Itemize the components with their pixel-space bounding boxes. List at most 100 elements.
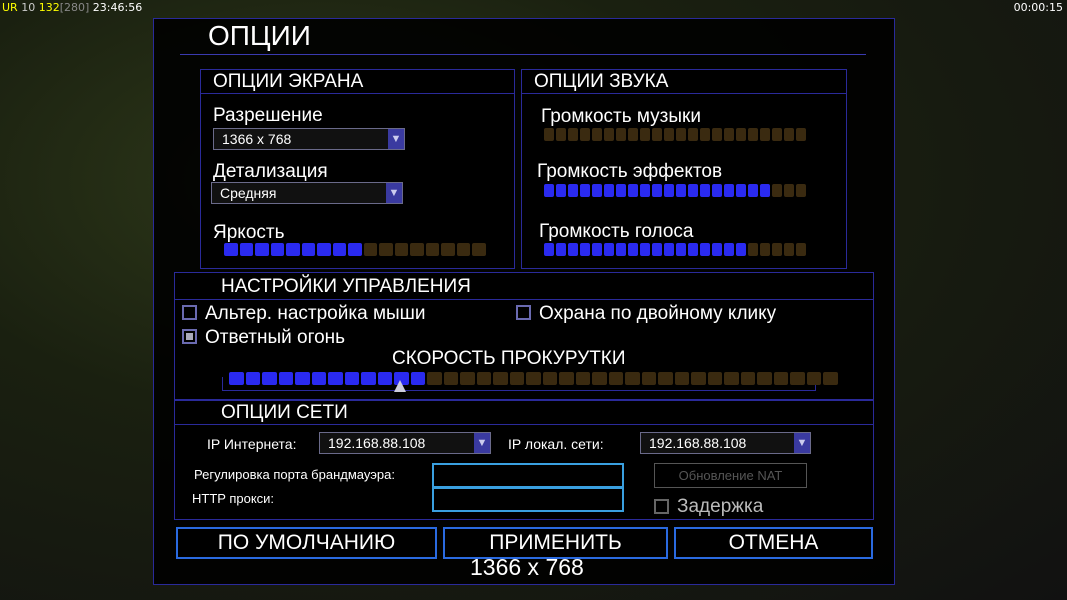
- slider-segment-empty[interactable]: [476, 372, 491, 385]
- slider-segment-filled[interactable]: [361, 372, 376, 385]
- slider-segment-empty[interactable]: [556, 128, 566, 141]
- slider-segment-filled[interactable]: [286, 243, 300, 256]
- slider-segment-filled[interactable]: [628, 184, 638, 197]
- slider-segment-empty[interactable]: [724, 372, 739, 385]
- slider-segment-empty[interactable]: [757, 372, 772, 385]
- slider-segment-filled[interactable]: [568, 184, 578, 197]
- slider-segment-filled[interactable]: [700, 184, 710, 197]
- slider-segment-empty[interactable]: [772, 243, 782, 256]
- slider-segment-empty[interactable]: [616, 128, 626, 141]
- slider-segment-filled[interactable]: [712, 184, 722, 197]
- slider-segment-filled[interactable]: [592, 243, 602, 256]
- alt-mouse-checkbox[interactable]: [182, 305, 197, 320]
- slider-segment-empty[interactable]: [772, 128, 782, 141]
- slider-segment-empty[interactable]: [641, 372, 656, 385]
- slider-segment-empty[interactable]: [760, 243, 770, 256]
- slider-segment-filled[interactable]: [245, 372, 260, 385]
- slider-segment-filled[interactable]: [616, 184, 626, 197]
- slider-segment-filled[interactable]: [344, 372, 359, 385]
- music-volume-slider[interactable]: [544, 128, 806, 141]
- slider-segment-empty[interactable]: [425, 243, 439, 256]
- slider-segment-filled[interactable]: [556, 184, 566, 197]
- slider-segment-filled[interactable]: [568, 243, 578, 256]
- slider-segment-empty[interactable]: [772, 184, 782, 197]
- slider-segment-filled[interactable]: [712, 243, 722, 256]
- slider-segment-empty[interactable]: [640, 128, 650, 141]
- detail-select[interactable]: Средняя ▼: [211, 182, 403, 204]
- slider-segment-empty[interactable]: [592, 372, 607, 385]
- slider-segment-filled[interactable]: [328, 372, 343, 385]
- slider-segment-empty[interactable]: [493, 372, 508, 385]
- slider-segment-filled[interactable]: [676, 243, 686, 256]
- slider-segment-filled[interactable]: [664, 184, 674, 197]
- slider-segment-empty[interactable]: [652, 128, 662, 141]
- chevron-down-icon[interactable]: ▼: [794, 433, 810, 453]
- scroll-speed-slider[interactable]: [229, 372, 838, 385]
- slider-segment-filled[interactable]: [544, 184, 554, 197]
- slider-segment-empty[interactable]: [790, 372, 805, 385]
- slider-segment-filled[interactable]: [676, 184, 686, 197]
- slider-segment-empty[interactable]: [604, 128, 614, 141]
- slider-segment-empty[interactable]: [784, 243, 794, 256]
- slider-handle-icon[interactable]: [394, 380, 406, 392]
- slider-segment-empty[interactable]: [379, 243, 393, 256]
- slider-segment-empty[interactable]: [823, 372, 838, 385]
- slider-segment-empty[interactable]: [443, 372, 458, 385]
- slider-segment-empty[interactable]: [526, 372, 541, 385]
- slider-segment-empty[interactable]: [796, 184, 806, 197]
- slider-segment-filled[interactable]: [664, 243, 674, 256]
- slider-segment-filled[interactable]: [640, 184, 650, 197]
- internet-ip-select[interactable]: 192.168.88.108 ▼: [319, 432, 491, 454]
- slider-segment-filled[interactable]: [688, 243, 698, 256]
- slider-segment-empty[interactable]: [580, 128, 590, 141]
- slider-segment-filled[interactable]: [311, 372, 326, 385]
- chevron-down-icon[interactable]: ▼: [386, 183, 402, 203]
- slider-segment-filled[interactable]: [580, 243, 590, 256]
- slider-segment-filled[interactable]: [301, 243, 315, 256]
- slider-segment-filled[interactable]: [724, 243, 734, 256]
- slider-segment-empty[interactable]: [806, 372, 821, 385]
- slider-segment-empty[interactable]: [658, 372, 673, 385]
- lan-ip-select[interactable]: 192.168.88.108 ▼: [640, 432, 811, 454]
- slider-segment-filled[interactable]: [652, 243, 662, 256]
- slider-segment-empty[interactable]: [509, 372, 524, 385]
- slider-segment-filled[interactable]: [628, 243, 638, 256]
- slider-segment-filled[interactable]: [377, 372, 392, 385]
- slider-segment-filled[interactable]: [317, 243, 331, 256]
- slider-segment-empty[interactable]: [736, 128, 746, 141]
- slider-segment-empty[interactable]: [784, 184, 794, 197]
- slider-segment-empty[interactable]: [559, 372, 574, 385]
- firewall-port-input[interactable]: [432, 463, 624, 488]
- slider-segment-empty[interactable]: [760, 128, 770, 141]
- slider-segment-empty[interactable]: [542, 372, 557, 385]
- slider-segment-empty[interactable]: [691, 372, 706, 385]
- slider-segment-empty[interactable]: [460, 372, 475, 385]
- slider-segment-filled[interactable]: [604, 243, 614, 256]
- slider-segment-filled[interactable]: [604, 184, 614, 197]
- slider-segment-filled[interactable]: [278, 372, 293, 385]
- slider-segment-filled[interactable]: [748, 184, 758, 197]
- slider-segment-empty[interactable]: [748, 243, 758, 256]
- slider-segment-empty[interactable]: [796, 128, 806, 141]
- slider-segment-filled[interactable]: [688, 184, 698, 197]
- slider-segment-empty[interactable]: [410, 243, 424, 256]
- slider-segment-empty[interactable]: [472, 243, 486, 256]
- chevron-down-icon[interactable]: ▼: [474, 433, 490, 453]
- slider-segment-empty[interactable]: [575, 372, 590, 385]
- slider-segment-filled[interactable]: [348, 243, 362, 256]
- http-proxy-input[interactable]: [432, 487, 624, 512]
- slider-segment-empty[interactable]: [773, 372, 788, 385]
- slider-segment-filled[interactable]: [332, 243, 346, 256]
- slider-segment-empty[interactable]: [592, 128, 602, 141]
- slider-segment-empty[interactable]: [676, 128, 686, 141]
- slider-segment-empty[interactable]: [544, 128, 554, 141]
- slider-segment-filled[interactable]: [229, 372, 244, 385]
- slider-segment-empty[interactable]: [688, 128, 698, 141]
- slider-segment-filled[interactable]: [724, 184, 734, 197]
- slider-segment-filled[interactable]: [640, 243, 650, 256]
- delay-checkbox[interactable]: [654, 499, 669, 514]
- slider-segment-empty[interactable]: [394, 243, 408, 256]
- slider-segment-filled[interactable]: [556, 243, 566, 256]
- slider-segment-filled[interactable]: [592, 184, 602, 197]
- effects-volume-slider[interactable]: [544, 184, 806, 197]
